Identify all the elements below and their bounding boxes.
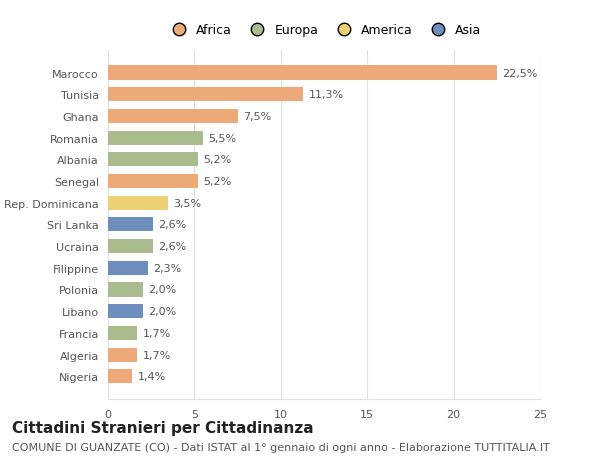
Bar <box>108 88 303 102</box>
Text: 5,2%: 5,2% <box>203 177 231 187</box>
Bar <box>108 240 153 253</box>
Text: COMUNE DI GUANZATE (CO) - Dati ISTAT al 1° gennaio di ogni anno - Elaborazione T: COMUNE DI GUANZATE (CO) - Dati ISTAT al … <box>12 442 550 452</box>
Bar <box>108 218 153 232</box>
Bar <box>108 110 238 124</box>
Bar <box>108 67 497 80</box>
Text: 2,6%: 2,6% <box>158 220 187 230</box>
Bar <box>108 326 137 340</box>
Text: 2,6%: 2,6% <box>158 241 187 252</box>
Bar <box>108 348 137 362</box>
Text: 22,5%: 22,5% <box>502 68 538 78</box>
Text: 7,5%: 7,5% <box>243 112 271 122</box>
Text: 2,3%: 2,3% <box>153 263 181 273</box>
Text: 11,3%: 11,3% <box>308 90 344 100</box>
Bar <box>108 153 198 167</box>
Bar <box>108 283 143 297</box>
Bar <box>108 304 143 319</box>
Text: Cittadini Stranieri per Cittadinanza: Cittadini Stranieri per Cittadinanza <box>12 420 314 435</box>
Text: 2,0%: 2,0% <box>148 307 176 317</box>
Text: 3,5%: 3,5% <box>173 198 202 208</box>
Text: 5,5%: 5,5% <box>208 133 236 143</box>
Bar <box>108 131 203 146</box>
Legend: Africa, Europa, America, Asia: Africa, Europa, America, Asia <box>166 24 482 37</box>
Text: 2,0%: 2,0% <box>148 285 176 295</box>
Text: 1,7%: 1,7% <box>143 350 171 360</box>
Bar <box>108 261 148 275</box>
Bar <box>108 369 132 383</box>
Bar <box>108 174 198 189</box>
Bar <box>108 196 169 210</box>
Text: 1,4%: 1,4% <box>137 371 166 381</box>
Text: 1,7%: 1,7% <box>143 328 171 338</box>
Text: 5,2%: 5,2% <box>203 155 231 165</box>
